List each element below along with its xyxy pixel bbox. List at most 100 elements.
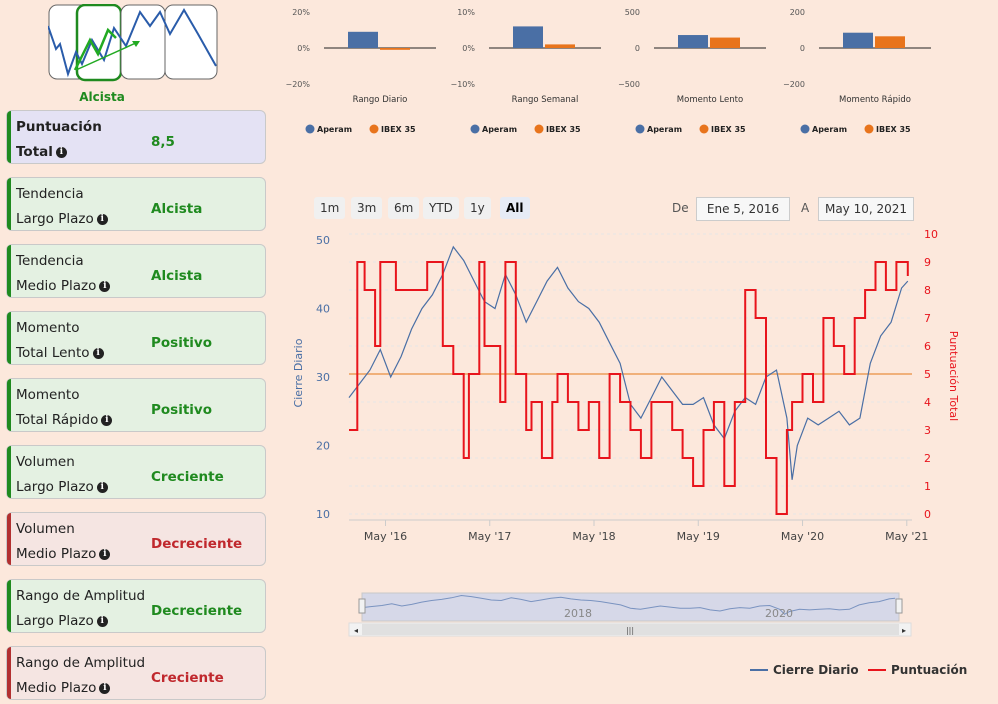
range-button-1y[interactable]: 1y	[464, 197, 491, 219]
card-value: Positivo	[151, 335, 212, 351]
legend-marker-aperam	[635, 124, 645, 134]
card-line1: Volumen	[16, 521, 75, 537]
y-tick-label: 10%	[457, 8, 475, 17]
card-value: Creciente	[151, 670, 224, 686]
card-line2: Largo Plazo i	[16, 479, 108, 495]
bar-aperam	[678, 35, 708, 48]
y-tick-label: −200	[783, 80, 805, 89]
y-tick-label: 500	[625, 8, 640, 17]
score-card[interactable]: Volumen Medio Plazo i Decreciente	[6, 512, 266, 566]
scroll-left-icon[interactable]: ◂	[354, 626, 358, 635]
y-tick-label: 0%	[462, 44, 475, 53]
scroll-grip-icon: |||	[626, 626, 634, 635]
info-icon[interactable]: i	[99, 280, 111, 292]
legend-label-ibex: IBEX 35	[711, 125, 746, 134]
card-value: Positivo	[151, 402, 212, 418]
y-tick-label: −10%	[451, 80, 476, 89]
range-button-ytd[interactable]: YTD	[423, 197, 459, 219]
info-icon[interactable]: i	[101, 414, 113, 426]
card-line2: Total i	[16, 144, 67, 160]
card-value: Creciente	[151, 469, 224, 485]
bar-ibex-35	[380, 48, 410, 50]
y-tick-label: 20%	[292, 8, 310, 17]
score-card[interactable]: Momento Total Rápido i Positivo	[6, 378, 266, 432]
card-line2: Medio Plazo i	[16, 680, 111, 696]
info-icon[interactable]: i	[99, 682, 111, 694]
bar-ibex-35	[875, 36, 905, 48]
score-card[interactable]: Momento Total Lento i Positivo	[6, 311, 266, 365]
card-line1: Puntuación	[16, 119, 102, 135]
mini-chart-title: Momento Rápido	[839, 95, 911, 105]
score-card[interactable]: Puntuación Total i 8,5	[6, 110, 266, 164]
from-label: De	[672, 201, 689, 215]
y-tick-label: −500	[618, 80, 640, 89]
legend-marker-ibex	[864, 124, 874, 134]
trend-line-icon	[48, 8, 217, 78]
card-line1: Tendencia	[16, 186, 84, 202]
legend-marker-aperam	[470, 124, 480, 134]
card-line2: Total Lento i	[16, 345, 104, 361]
mini-chart-title: Rango Diario	[353, 95, 408, 105]
card-line2: Largo Plazo i	[16, 211, 108, 227]
card-line1: Volumen	[16, 454, 75, 470]
legend-marker-ibex	[699, 124, 709, 134]
range-button-all[interactable]: All	[500, 197, 530, 219]
info-icon[interactable]: i	[92, 347, 104, 359]
bar-ibex-35	[710, 37, 740, 48]
y-tick-label: 0	[635, 44, 640, 53]
legend-marker-ibex	[534, 124, 544, 134]
score-card[interactable]: Rango de Amplitud Medio Plazo i Creciente	[6, 646, 266, 700]
y-tick-label: 0%	[297, 44, 310, 53]
card-value: Decreciente	[151, 536, 243, 552]
y-tick-label: 0	[800, 44, 805, 53]
legend-label-aperam: Aperam	[647, 125, 682, 134]
trend-label: Alcista	[79, 90, 125, 104]
info-icon[interactable]: i	[55, 146, 67, 158]
score-card[interactable]: Tendencia Largo Plazo i Alcista	[6, 177, 266, 231]
legend-label-aperam: Aperam	[482, 125, 517, 134]
y-tick-label: 200	[790, 8, 805, 17]
scroll-right-icon[interactable]: ▸	[902, 626, 906, 635]
navigator-series	[361, 594, 896, 615]
trend-option-down[interactable]	[164, 4, 218, 80]
info-icon[interactable]: i	[99, 548, 111, 560]
to-label: A	[801, 201, 810, 215]
score-card[interactable]: Rango de Amplitud Largo Plazo i Decreciente	[6, 579, 266, 633]
range-button-6m[interactable]: 6m	[388, 197, 420, 219]
from-date-input[interactable]: Ene 5, 2016	[696, 197, 790, 221]
card-line1: Momento	[16, 387, 80, 403]
score-card[interactable]: Volumen Largo Plazo i Creciente	[6, 445, 266, 499]
legend-label-ibex: IBEX 35	[546, 125, 581, 134]
navigator-handle[interactable]	[895, 598, 903, 614]
navigator-label: 2018	[564, 607, 592, 620]
info-icon[interactable]: i	[96, 481, 108, 493]
mini-chart-title: Momento Lento	[677, 95, 743, 105]
range-button-1m[interactable]: 1m	[314, 197, 346, 219]
card-line2: Largo Plazo i	[16, 613, 108, 629]
navigator-scrollbar-thumb[interactable]	[362, 624, 899, 635]
trend-selector[interactable]	[48, 4, 218, 82]
legend-marker-aperam	[305, 124, 315, 134]
bar-aperam	[843, 32, 873, 48]
bar-aperam	[348, 31, 378, 48]
card-value: 8,5	[151, 134, 175, 150]
mini-chart-title: Rango Semanal	[512, 95, 579, 105]
card-line2: Medio Plazo i	[16, 278, 111, 294]
info-icon[interactable]: i	[96, 213, 108, 225]
range-button-3m[interactable]: 3m	[351, 197, 383, 219]
legend-label-aperam: Aperam	[812, 125, 847, 134]
card-line2: Medio Plazo i	[16, 546, 111, 562]
legend-marker-aperam	[800, 124, 810, 134]
info-icon[interactable]: i	[96, 615, 108, 627]
card-value: Alcista	[151, 201, 203, 217]
bar-ibex-35	[545, 44, 575, 48]
legend-label-ibex: IBEX 35	[381, 125, 416, 134]
legend-label-ibex: IBEX 35	[876, 125, 911, 134]
to-date-input[interactable]: May 10, 2021	[818, 197, 914, 221]
navigator-handle[interactable]	[358, 598, 366, 614]
legend-marker-ibex	[369, 124, 379, 134]
card-line2: Total Rápido i	[16, 412, 113, 428]
score-card[interactable]: Tendencia Medio Plazo i Alcista	[6, 244, 266, 298]
card-value: Decreciente	[151, 603, 243, 619]
